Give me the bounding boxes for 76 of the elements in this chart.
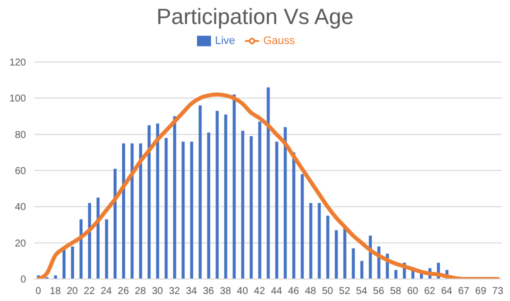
bar — [284, 127, 287, 279]
x-tick-label: 58 — [390, 286, 402, 298]
x-tick-label: 60 — [407, 286, 419, 298]
bar — [232, 94, 236, 279]
bar — [80, 219, 83, 279]
bar — [258, 122, 262, 279]
bar — [343, 226, 346, 279]
legend-label: Gauss — [263, 34, 295, 47]
bar — [250, 136, 253, 279]
x-tick-label: 48 — [304, 286, 317, 298]
bar — [173, 116, 176, 279]
bar — [241, 130, 244, 279]
x-tick-label: 0 — [35, 286, 42, 298]
x-tick-label: 67 — [458, 286, 470, 298]
x-tick-label: 22 — [84, 286, 96, 298]
x-tick-label: 24 — [100, 286, 112, 298]
bar — [216, 110, 219, 279]
bar — [105, 219, 108, 279]
x-tick-label: 18 — [50, 286, 62, 298]
y-tick-label: 100 — [9, 94, 26, 105]
bar — [224, 114, 228, 279]
x-tick-label: 64 — [441, 286, 453, 298]
x-tick-label: 20 — [66, 286, 78, 298]
bar — [334, 230, 338, 279]
y-tick-label: 80 — [14, 130, 26, 141]
x-tick-label: 40 — [236, 286, 248, 298]
x-tick-label: 46 — [288, 286, 300, 298]
bar — [96, 198, 100, 279]
bar — [275, 142, 278, 279]
bar — [266, 87, 270, 279]
bar — [114, 168, 117, 279]
chart-title: Participation Vs Age — [156, 4, 354, 31]
bar — [309, 203, 312, 279]
bar — [318, 203, 321, 279]
y-tick-label: 20 — [14, 238, 26, 250]
bar — [190, 142, 194, 279]
y-tick-label: 40 — [14, 202, 26, 214]
bar — [198, 105, 202, 279]
bar — [156, 123, 160, 279]
bar — [292, 152, 296, 279]
legend-label: Live — [215, 34, 236, 47]
bar — [130, 143, 134, 279]
x-tick-label: 36 — [202, 286, 214, 298]
bar — [122, 143, 126, 279]
x-tick-label: 52 — [339, 286, 351, 298]
y-tick-label: 60 — [14, 166, 26, 178]
y-tick-label: 120 — [9, 58, 26, 69]
bar — [164, 138, 168, 279]
line-series — [36, 92, 500, 279]
x-tick-label: 30 — [152, 286, 164, 298]
bar — [360, 260, 364, 279]
bar — [207, 132, 210, 279]
x-tick-label: 62 — [424, 286, 436, 298]
x-tick-label: 26 — [118, 286, 130, 298]
bar — [182, 142, 185, 279]
x-tick-label: 56 — [373, 286, 385, 298]
x-tick-label: 38 — [220, 286, 232, 298]
x-tick-label: 50 — [322, 286, 334, 298]
bar — [139, 143, 142, 279]
bar — [148, 125, 151, 279]
bar — [71, 246, 74, 279]
x-tick-label: 54 — [356, 286, 368, 298]
x-tick-label: 73 — [492, 286, 504, 298]
bar — [62, 248, 66, 279]
x-tick-label: 44 — [270, 286, 283, 298]
x-tick-label: 28 — [134, 286, 146, 298]
x-tick-label: 32 — [168, 286, 180, 298]
x-tick-label: 69 — [475, 286, 487, 298]
bar — [300, 174, 304, 279]
bar — [326, 216, 330, 279]
bar — [88, 203, 92, 279]
x-tick-label: 42 — [254, 286, 266, 298]
x-tick-label: 34 — [186, 286, 198, 298]
bar — [352, 248, 355, 279]
bar — [394, 270, 398, 279]
y-tick-label: 0 — [20, 274, 26, 286]
